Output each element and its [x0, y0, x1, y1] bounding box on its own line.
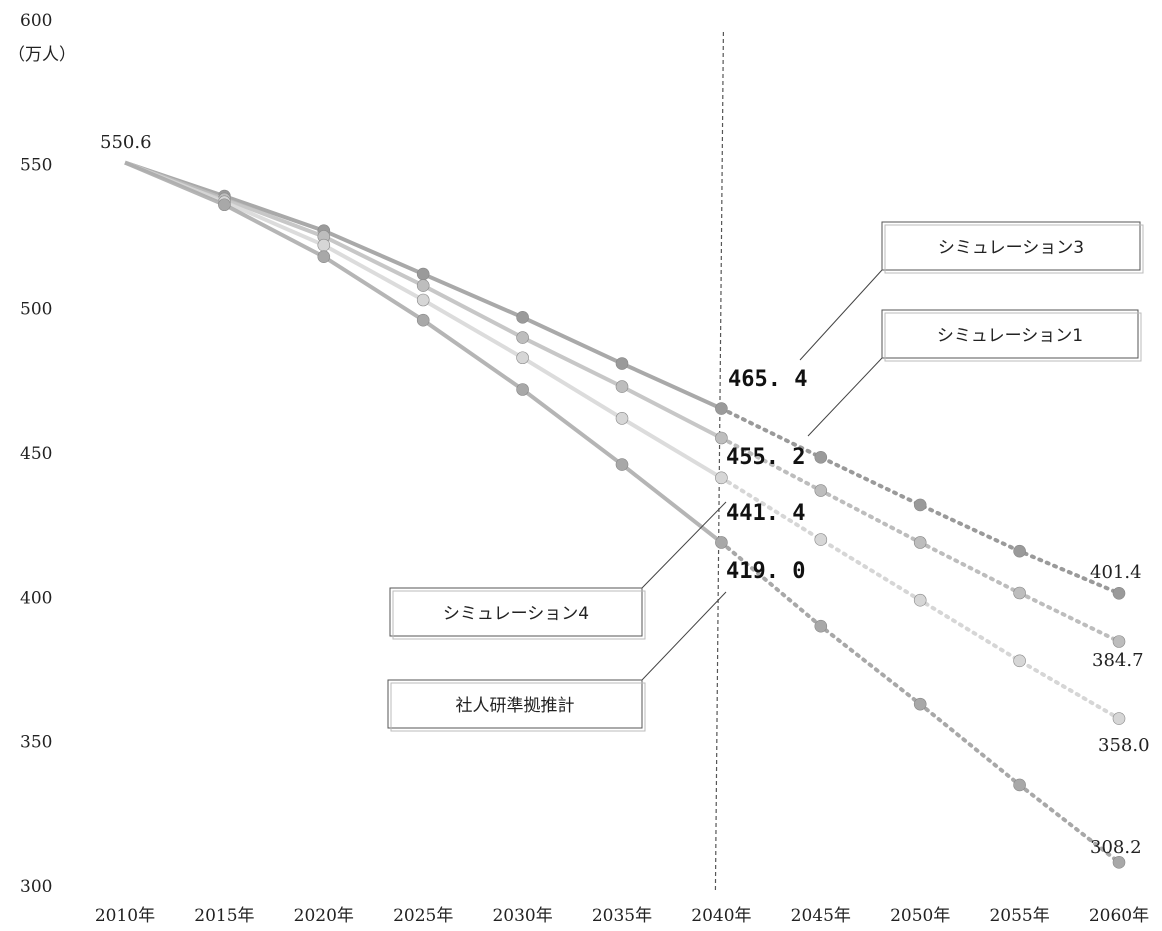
data-point [715, 536, 728, 549]
legend-callouts: シミュレーション3 シミュレーション1 シミュレーション4 社人研準拠推計 [387, 221, 1144, 732]
data-point [416, 279, 430, 292]
data-point [516, 383, 529, 396]
data-point [317, 250, 331, 264]
data-point [317, 238, 331, 252]
x-tick-label: 2030年 [492, 906, 552, 926]
data-point [715, 471, 728, 485]
legend-callout-2: シミュレーション1 [807, 309, 1142, 437]
mid-value-label: 455. 2 [726, 445, 805, 470]
legend-box [389, 587, 643, 637]
data-point [1013, 586, 1026, 600]
y-tick-label: 550 [20, 155, 52, 175]
callout-leader-line [641, 501, 727, 589]
data-point [913, 593, 927, 607]
data-point [814, 619, 828, 633]
end-value-label: 358.0 [1098, 735, 1150, 756]
x-tick-label: 2045年 [791, 906, 851, 926]
data-point [814, 484, 828, 497]
legend-box [387, 679, 643, 729]
y-tick-label: 350 [20, 733, 52, 753]
mid-value-label: 465. 4 [728, 367, 807, 392]
legend-callout-3: シミュレーション4 [389, 501, 727, 640]
data-point [516, 331, 529, 344]
data-point [814, 533, 828, 546]
axis-layer: 300 350 400 450 500 550 600 （万人） 2010年 2015年 2020年… [8, 11, 1149, 926]
series-line-solid [124, 160, 723, 545]
legend-box-shadow [884, 224, 1144, 274]
legend-box-shadow [392, 590, 646, 640]
y-tick-label: 600 [20, 11, 52, 31]
data-point [814, 451, 828, 464]
x-tick-label: 2050年 [890, 906, 950, 926]
mid-value-label: 441. 4 [726, 501, 805, 526]
data-point [615, 380, 629, 393]
data-point [416, 267, 430, 281]
data-point [1013, 654, 1026, 668]
x-tick-label: 2020年 [294, 906, 354, 926]
data-point [715, 431, 728, 445]
end-value-label: 308.2 [1090, 837, 1142, 858]
data-point [615, 412, 629, 425]
data-point [1013, 778, 1026, 792]
series-line-dotted [719, 406, 1121, 596]
divider-2040-line [714, 31, 724, 894]
data-point [913, 536, 927, 549]
data-point [1112, 856, 1126, 869]
mid-value-label: 419. 0 [726, 559, 805, 584]
data-point [416, 293, 430, 307]
callout-leader-line [641, 591, 727, 681]
start-value-label: 550.6 [100, 132, 152, 153]
data-point [516, 311, 529, 324]
data-point [615, 458, 629, 471]
data-point [218, 198, 231, 212]
legend-label: シミュレーション1 [937, 326, 1083, 346]
data-labels: 550.6 465. 4 455. 2 441. 4 419. 0 401.4 384.7 3… [100, 132, 1150, 858]
series-lines [124, 160, 1126, 869]
y-tick-label: 300 [20, 877, 52, 897]
legend-box [881, 221, 1141, 271]
x-tick-label: 2035年 [592, 906, 652, 926]
y-tick-label: 500 [20, 300, 52, 320]
data-point [715, 402, 728, 415]
x-tick-label: 2025年 [393, 906, 453, 926]
data-point [516, 351, 529, 365]
y-axis-unit: （万人） [8, 45, 76, 65]
y-tick-label: 400 [20, 588, 52, 608]
end-value-label: 401.4 [1090, 562, 1142, 583]
x-tick-label: 2015年 [194, 906, 254, 926]
callout-leader-line [799, 269, 883, 361]
data-point [1112, 712, 1126, 725]
data-point [615, 357, 629, 370]
data-point [913, 498, 927, 512]
data-point [913, 697, 927, 711]
x-tick-label: 2055年 [989, 906, 1049, 926]
end-value-label: 384.7 [1092, 650, 1144, 671]
legend-label: シミュレーション3 [938, 238, 1084, 258]
legend-label: シミュレーション4 [443, 604, 589, 624]
x-tick-label: 2010年 [95, 906, 155, 926]
legend-box-shadow [884, 312, 1142, 362]
data-point [1013, 544, 1026, 558]
x-tick-label: 2060年 [1089, 906, 1149, 926]
legend-label: 社人研準拠推計 [456, 696, 575, 716]
x-tick-label: 2040年 [691, 906, 751, 926]
y-tick-label: 450 [20, 444, 52, 464]
legend-box [881, 309, 1139, 359]
legend-box-shadow [390, 682, 646, 732]
series-4 [124, 160, 1126, 869]
data-point [416, 313, 430, 327]
legend-callout-1: シミュレーション3 [799, 221, 1144, 361]
callout-leader-line [807, 357, 883, 437]
data-point [1112, 586, 1126, 600]
data-point [1112, 635, 1126, 648]
legend-callout-4: 社人研準拠推計 [387, 591, 727, 732]
